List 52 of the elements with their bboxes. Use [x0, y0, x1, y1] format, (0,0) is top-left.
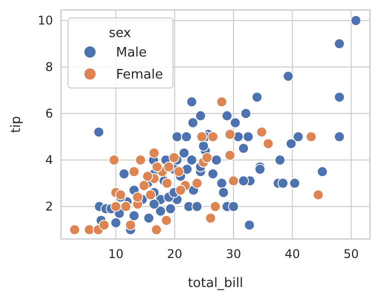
- point: [145, 189, 156, 200]
- point: [173, 166, 184, 177]
- point: [210, 201, 221, 212]
- point: [312, 189, 324, 200]
- x-tick-label: 20: [167, 247, 182, 261]
- y-axis-title: tip: [9, 116, 24, 133]
- point: [196, 131, 208, 142]
- point: [69, 224, 80, 236]
- point: [163, 162, 174, 172]
- y-tick-label: 10: [38, 14, 53, 28]
- y-tick-label: 2: [45, 200, 53, 214]
- point: [125, 220, 136, 230]
- y-tick-label: 6: [45, 106, 53, 121]
- point: [306, 131, 317, 142]
- y-tick-label: 4: [45, 153, 53, 168]
- point: [162, 178, 172, 189]
- point: [115, 189, 126, 200]
- x-tick-label: 40: [284, 247, 300, 261]
- point: [135, 154, 146, 166]
- x-tick-label: 30: [226, 247, 242, 261]
- point: [168, 152, 180, 164]
- point: [175, 184, 186, 196]
- point: [224, 128, 236, 140]
- point: [262, 138, 274, 150]
- point: [256, 126, 268, 138]
- x-axis-title: total_bill: [188, 276, 244, 291]
- y-tick-label: 8: [45, 60, 53, 74]
- point: [148, 148, 160, 158]
- point: [192, 178, 202, 189]
- point: [208, 131, 218, 142]
- point: [110, 201, 122, 212]
- legend-label: Female: [116, 68, 164, 83]
- point: [84, 224, 95, 236]
- point: [108, 154, 120, 166]
- legend-title: sex: [108, 26, 132, 41]
- point: [142, 170, 154, 182]
- point: [152, 162, 162, 172]
- x-tick-label: 50: [344, 247, 359, 261]
- point: [120, 201, 132, 212]
- point: [138, 180, 150, 191]
- point: [132, 192, 144, 203]
- point: [151, 224, 162, 236]
- point: [128, 166, 140, 177]
- x-tick-label: 10: [108, 247, 124, 261]
- legend-label: Male: [116, 46, 147, 61]
- point: [98, 220, 110, 230]
- point: [202, 152, 212, 164]
- point: [161, 215, 172, 226]
- point: [228, 175, 239, 186]
- point: [216, 96, 228, 108]
- point: [205, 212, 216, 224]
- point: [224, 150, 236, 161]
